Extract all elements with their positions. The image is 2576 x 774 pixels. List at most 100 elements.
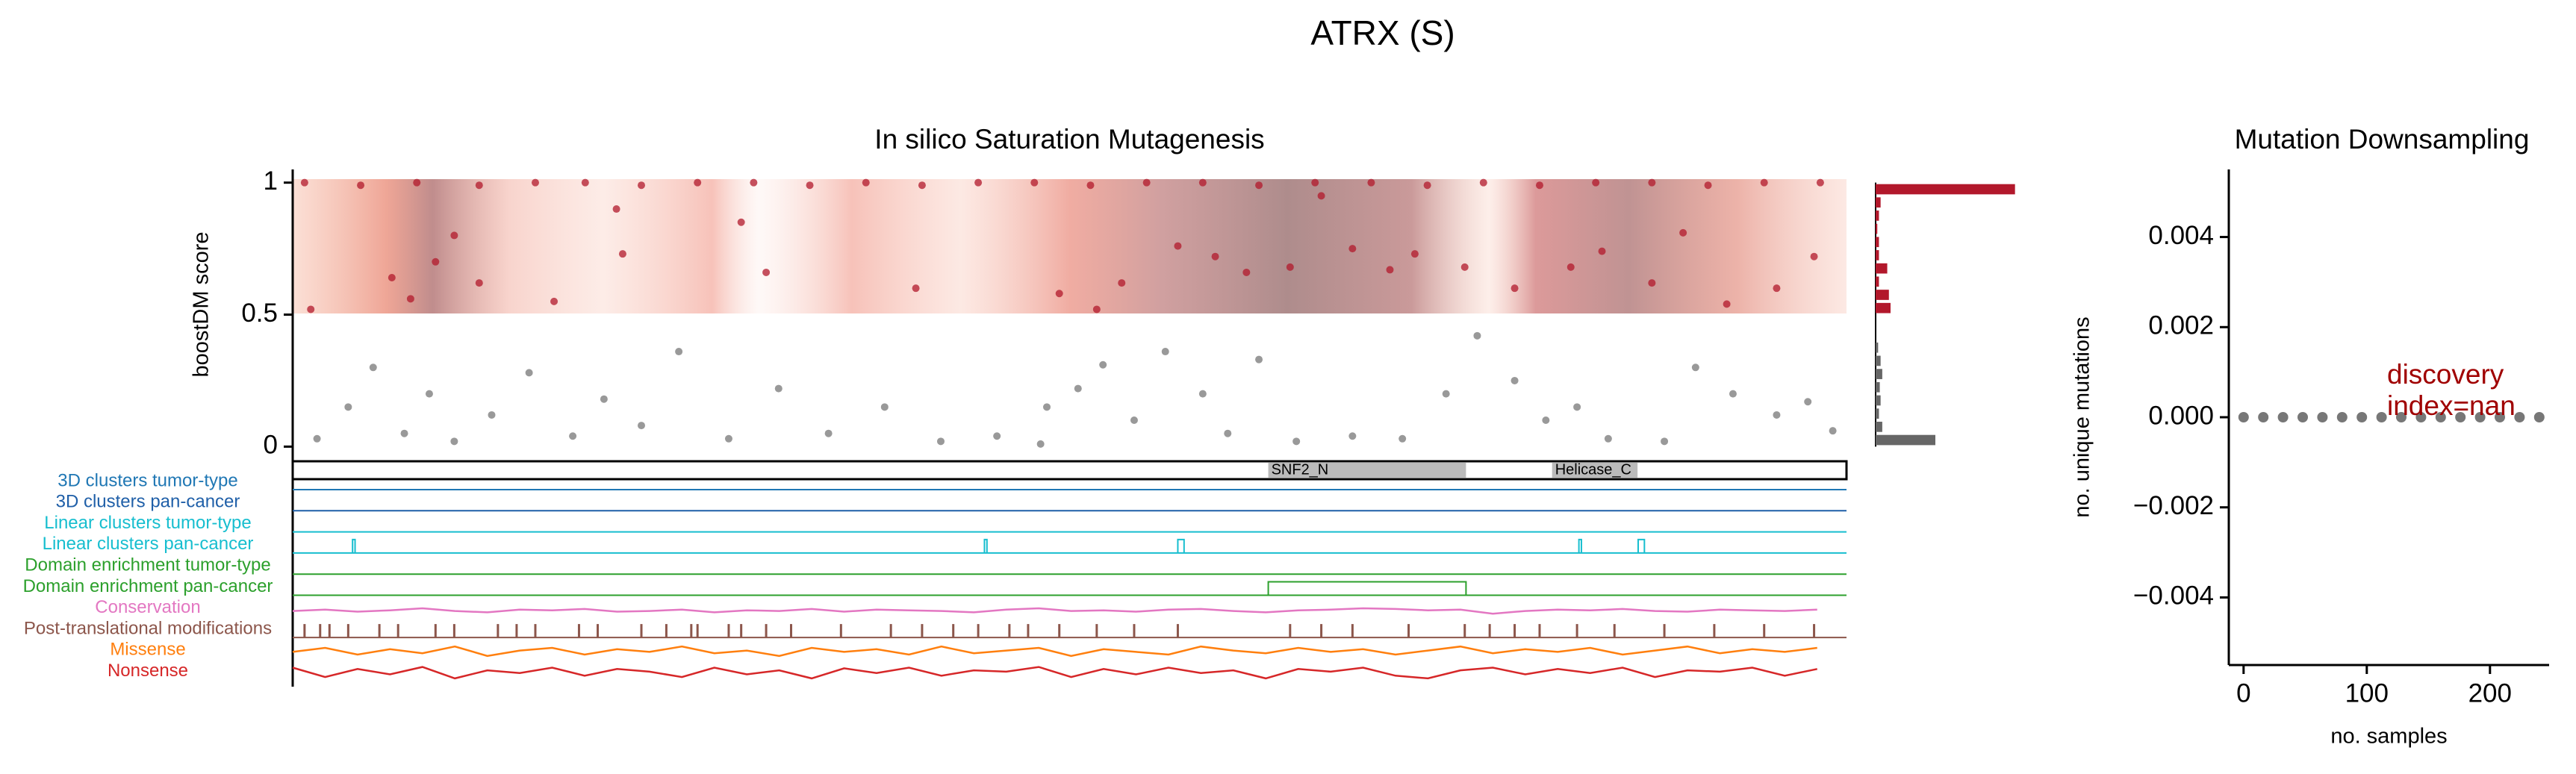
- domain-label: Helicase_C: [1555, 461, 1631, 478]
- panel-title: Mutation Downsampling: [2235, 124, 2530, 155]
- point: [450, 231, 458, 240]
- point: [637, 422, 645, 430]
- point: [1211, 252, 1219, 260]
- track-label: 3D clusters pan-cancer: [56, 492, 240, 512]
- y-tick-label: 0.5: [241, 299, 278, 328]
- hist-bar: [1876, 381, 1880, 393]
- point: [1691, 363, 1699, 372]
- point: [1460, 263, 1469, 271]
- point: [774, 384, 783, 393]
- point: [993, 432, 1001, 440]
- x-tick-label: 200: [2468, 678, 2512, 708]
- point: [344, 403, 352, 411]
- point: [1348, 245, 1357, 253]
- figure-title: ATRX (S): [1310, 13, 1455, 52]
- point: [1161, 348, 1169, 356]
- track-label: Linear clusters tumor-type: [44, 513, 251, 533]
- point: [488, 411, 496, 419]
- annotation: index=nan: [2387, 390, 2516, 421]
- hist-bar: [1876, 263, 1888, 274]
- point: [1567, 263, 1575, 271]
- point: [2495, 412, 2505, 422]
- y-tick-label: −0.002: [2133, 491, 2214, 520]
- point: [1386, 266, 1394, 274]
- hist-bar: [1876, 342, 1879, 353]
- point: [581, 178, 589, 187]
- domain: [1268, 463, 1466, 478]
- point: [1317, 192, 1325, 200]
- point: [1511, 284, 1519, 293]
- point: [974, 178, 983, 187]
- point: [675, 348, 683, 356]
- point: [1760, 178, 1768, 187]
- point: [1074, 384, 1082, 393]
- point: [1255, 355, 1263, 363]
- point: [1030, 178, 1039, 187]
- point: [1810, 252, 1818, 260]
- point: [1573, 403, 1581, 411]
- point: [880, 403, 889, 411]
- track-label: Conservation: [95, 597, 200, 617]
- hist-bar: [1876, 302, 1891, 313]
- point: [1410, 250, 1419, 258]
- point: [1773, 284, 1781, 293]
- point: [824, 429, 833, 437]
- hist-bar: [1876, 237, 1879, 248]
- point: [400, 429, 408, 437]
- point: [1286, 263, 1294, 271]
- point: [2455, 412, 2466, 422]
- point: [2238, 412, 2249, 422]
- point: [388, 274, 396, 282]
- x-axis-label: no. samples: [2330, 725, 2447, 749]
- point: [2317, 412, 2328, 422]
- point: [450, 437, 458, 446]
- hist-bar: [1876, 290, 1889, 300]
- point: [637, 181, 645, 190]
- track-label: Domain enrichment tumor-type: [25, 555, 270, 575]
- point: [2415, 412, 2427, 422]
- point: [1598, 247, 1606, 255]
- x-tick-label: 100: [2345, 678, 2389, 708]
- track-label: 3D clusters tumor-type: [57, 470, 237, 490]
- point: [432, 258, 440, 266]
- point: [1423, 181, 1431, 190]
- point: [531, 178, 539, 187]
- point: [918, 181, 926, 190]
- y-tick-label: 0: [264, 431, 278, 460]
- point: [1829, 427, 1837, 435]
- track-label: Linear clusters pan-cancer: [43, 534, 254, 554]
- point: [550, 297, 559, 305]
- point: [425, 390, 433, 398]
- hist-bar: [1876, 355, 1881, 366]
- point: [1092, 305, 1101, 313]
- point: [2336, 412, 2348, 422]
- y-tick-label: −0.004: [2133, 581, 2214, 611]
- track-segment: [1578, 538, 1582, 553]
- domain-label: SNF2_N: [1272, 461, 1329, 478]
- point: [1804, 398, 1812, 406]
- point: [1086, 181, 1095, 190]
- point: [1118, 279, 1126, 287]
- point: [569, 432, 577, 440]
- point: [1348, 432, 1357, 440]
- hist-bar: [1876, 434, 1935, 446]
- point: [1773, 411, 1781, 419]
- track-signal: [292, 645, 1817, 658]
- point: [1542, 416, 1550, 425]
- point: [612, 205, 620, 213]
- point: [525, 369, 533, 377]
- point: [2396, 412, 2407, 422]
- point: [1679, 228, 1687, 237]
- point: [313, 434, 321, 443]
- point: [2533, 412, 2545, 422]
- point: [862, 178, 870, 187]
- point: [806, 181, 814, 190]
- point: [1442, 390, 1450, 398]
- point: [1055, 290, 1063, 298]
- point: [1292, 437, 1301, 446]
- y-tick-label: 1: [264, 166, 278, 196]
- track-signal: [292, 607, 1817, 615]
- point: [1311, 178, 1319, 187]
- point: [2297, 412, 2308, 422]
- track-segment: [1267, 581, 1467, 596]
